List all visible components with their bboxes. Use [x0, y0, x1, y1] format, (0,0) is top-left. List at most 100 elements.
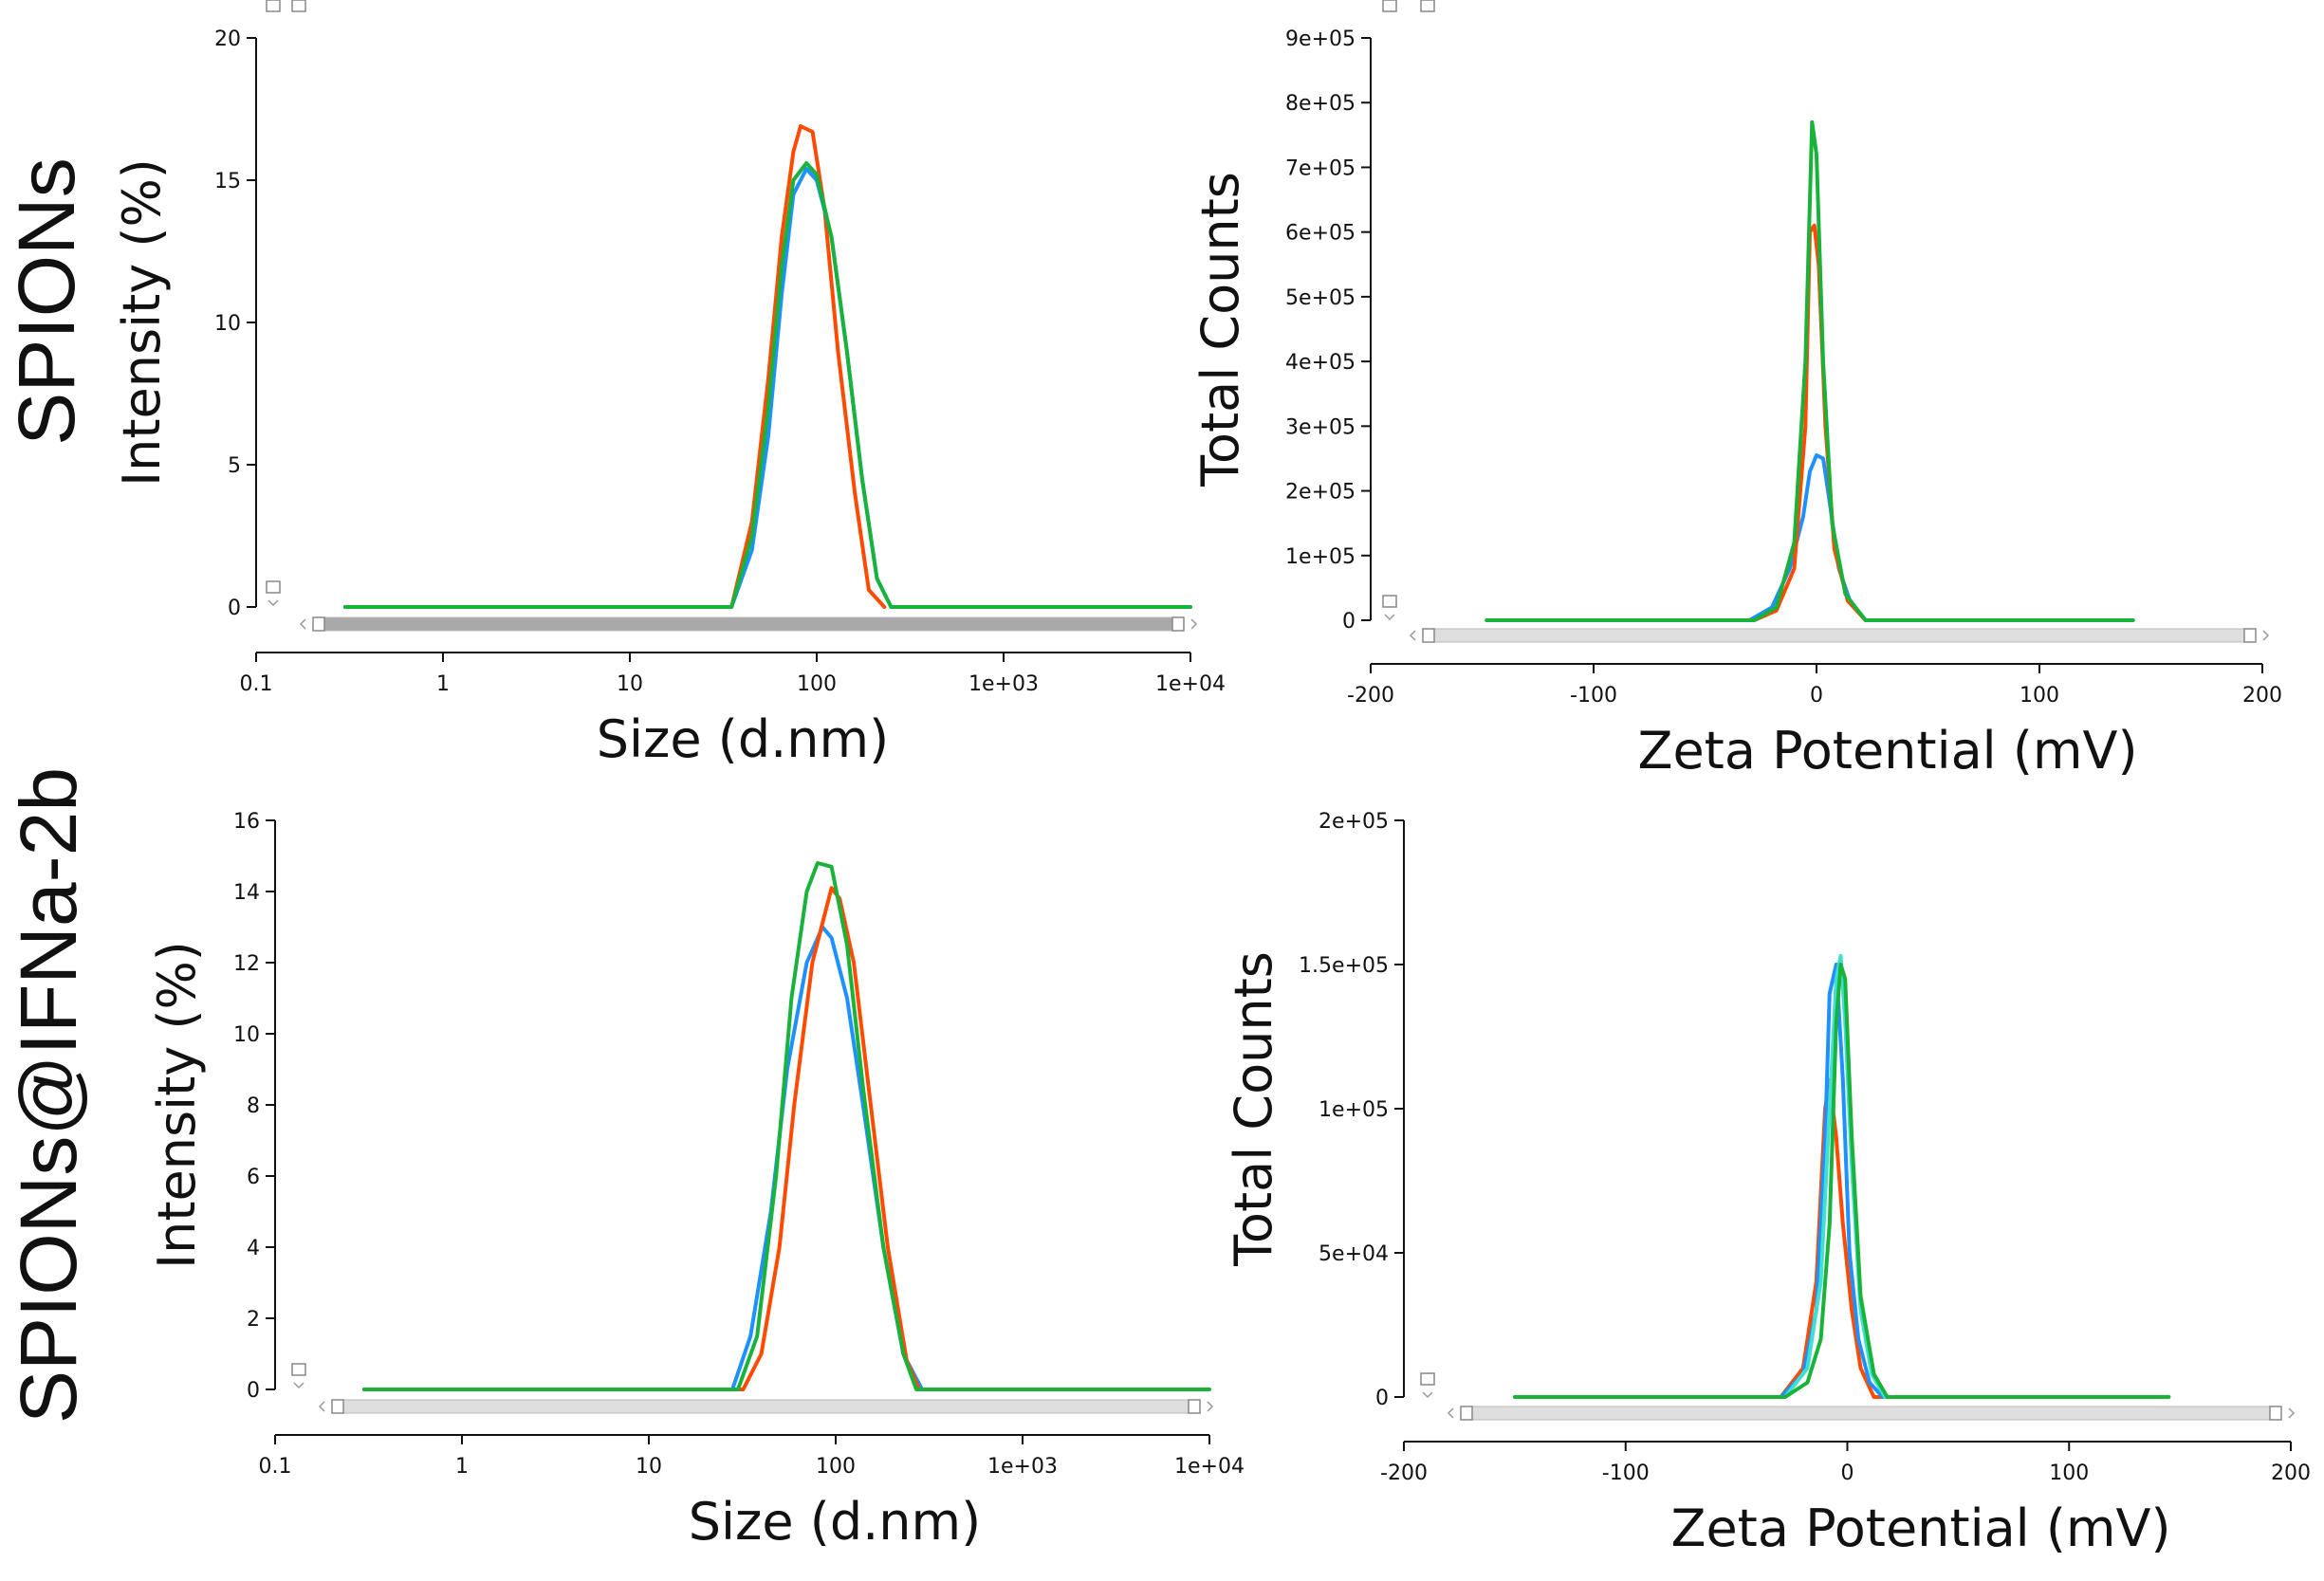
chart-spions-zeta: 0 1e+05 2e+05 3e+05 4e+05 5e+05 6e+05 7e+05 8e+0… — [1190, 0, 2282, 781]
y-axis-title: Intensity (%) — [112, 158, 172, 487]
horizontal-scrollbar — [1460, 1406, 2282, 1421]
series-line-red — [1752, 223, 1868, 622]
x-axis-title: Size (d.nm) — [689, 1492, 981, 1552]
series-line-green — [343, 161, 1192, 609]
x-tick-label: 200 — [2242, 684, 2282, 708]
y-tick-label: 0 — [1342, 610, 1356, 634]
x-tick-label: 200 — [2271, 1462, 2311, 1485]
chart-spions-size: 0 5 10 15 20 0.1 1 10 100 1e+03 1e+04 Size (d.nm) In… — [112, 0, 1226, 769]
scrollbar-handle-bottom — [266, 580, 281, 594]
y-tick-label: 0 — [1375, 1387, 1389, 1410]
chevron-right-icon — [2262, 630, 2270, 641]
x-tick-label: 10 — [617, 672, 643, 696]
series-line-green — [362, 861, 1211, 1391]
scrollbar-handle-top — [291, 0, 306, 12]
x-tick-label: 100 — [2049, 1462, 2089, 1485]
y-tick-label: 10 — [214, 312, 241, 336]
series-line-green — [1512, 963, 2171, 1399]
scrollbar-handle-left — [331, 1399, 344, 1414]
y-tick-label: 8 — [247, 1094, 260, 1118]
y-tick-label: 5e+04 — [1319, 1242, 1389, 1266]
scrollbar-handle-top — [1420, 0, 1435, 12]
scrollbar-handle-bottom — [1420, 1372, 1435, 1386]
y-axis-title: Total Counts — [1190, 172, 1250, 487]
series-line-blue — [343, 167, 894, 609]
chevron-down-icon — [1384, 614, 1395, 621]
horizontal-scrollbar — [312, 616, 1185, 632]
y-tick-label: 6e+05 — [1285, 222, 1356, 246]
chevron-right-icon — [2288, 1407, 2296, 1419]
scrollbar-handle-top — [266, 0, 281, 12]
x-tick-label: 100 — [2020, 684, 2059, 708]
y-tick-label: 12 — [233, 952, 260, 976]
scrollbar-handle-bottom — [291, 1363, 306, 1376]
x-tick-label: -200 — [1380, 1462, 1428, 1485]
chevron-down-icon — [293, 1382, 304, 1389]
scrollbar-handle-top — [1382, 0, 1397, 12]
y-axis-title: Total Counts — [1224, 951, 1283, 1267]
row-label-spions-ifna: SPIONs@IFNa-2b — [4, 767, 93, 1424]
y-tick-label: 5e+05 — [1285, 286, 1356, 310]
y-tick-label: 1.5e+05 — [1299, 954, 1389, 978]
series-line-red — [1779, 1077, 1890, 1399]
x-tick-label: 1e+03 — [987, 1455, 1058, 1479]
x-tick-label: 10 — [636, 1455, 662, 1479]
x-tick-label: 100 — [797, 672, 837, 696]
y-tick-label: 1e+05 — [1319, 1098, 1389, 1122]
x-tick-label: -100 — [1570, 684, 1617, 708]
y-tick-label: 5 — [228, 454, 241, 478]
series-line-green — [1485, 119, 2135, 622]
chevron-left-icon — [1447, 1407, 1454, 1419]
chevron-left-icon — [318, 1401, 325, 1412]
chart-ifna-zeta: 0 5e+04 1e+05 1.5e+05 2e+05 -200 -100 0 100 200 Ze… — [1224, 0, 2311, 1558]
series-line-red — [362, 886, 922, 1391]
x-tick-label: -200 — [1347, 684, 1394, 708]
chevron-right-icon — [1207, 1401, 1214, 1412]
x-tick-label: 0 — [1841, 1462, 1854, 1485]
chevron-left-icon — [1409, 630, 1416, 641]
x-tick-label: 100 — [816, 1455, 856, 1479]
x-axis-title: Zeta Potential (mV) — [1637, 721, 2137, 781]
y-tick-label: 16 — [233, 810, 260, 834]
y-tick-label: 8e+05 — [1285, 92, 1356, 116]
horizontal-scrollbar — [1422, 628, 2257, 643]
row-label-spions: SPIONs — [2, 157, 91, 445]
x-axis-title: Zeta Potential (mV) — [1670, 1498, 2170, 1558]
chevron-down-icon — [267, 599, 279, 607]
y-tick-label: 2 — [247, 1308, 260, 1332]
y-tick-label: 1e+05 — [1285, 545, 1356, 569]
x-tick-label: 0.1 — [259, 1455, 292, 1479]
scrollbar-handle-left — [1422, 628, 1435, 643]
y-tick-label: 3e+05 — [1285, 415, 1356, 439]
y-tick-label: 0 — [247, 1379, 260, 1403]
scrollbar-handle-left — [1460, 1406, 1473, 1421]
y-tick-label: 15 — [214, 170, 241, 193]
x-tick-label: 1 — [436, 672, 450, 696]
y-tick-label: 20 — [214, 28, 241, 51]
series-line-cyan — [1783, 953, 1888, 1399]
y-axis-title: Intensity (%) — [147, 941, 207, 1269]
x-axis-title: Size (d.nm) — [597, 709, 889, 769]
horizontal-scrollbar — [331, 1399, 1201, 1414]
y-tick-label: 9e+05 — [1285, 28, 1356, 51]
x-tick-label: 1e+04 — [1174, 1455, 1245, 1479]
y-tick-label: 2e+05 — [1319, 810, 1389, 834]
scrollbar-handle-right — [1171, 616, 1185, 632]
chevron-down-icon — [1422, 1391, 1433, 1399]
y-tick-label: 7e+05 — [1285, 156, 1356, 180]
scrollbar-handle-right — [2269, 1406, 2282, 1421]
series-line-blue — [362, 925, 925, 1391]
y-tick-label: 6 — [247, 1166, 260, 1189]
scrollbar-handle-right — [1188, 1399, 1201, 1414]
y-tick-label: 4 — [247, 1237, 260, 1260]
x-tick-label: 1e+03 — [968, 672, 1039, 696]
x-tick-label: -100 — [1602, 1462, 1650, 1485]
scrollbar-handle-left — [312, 616, 325, 632]
x-tick-label: 0 — [1810, 684, 1823, 708]
chevron-left-icon — [299, 618, 306, 630]
scrollbar-handle-bottom — [1382, 595, 1397, 608]
y-tick-label: 10 — [233, 1023, 260, 1047]
x-tick-label: 1 — [455, 1455, 469, 1479]
